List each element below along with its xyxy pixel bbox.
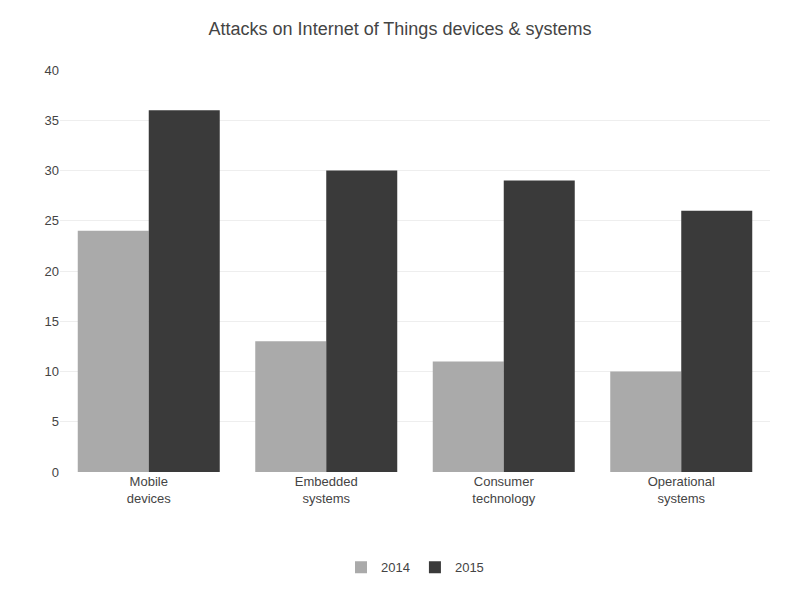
svg-text:Mobiledevices: Mobiledevices (127, 474, 172, 506)
svg-text:35: 35 (45, 113, 59, 128)
svg-text:40: 40 (45, 63, 59, 78)
svg-text:Attacks on Internet of Things: Attacks on Internet of Things devices & … (209, 19, 592, 39)
svg-text:Embeddedsystems: Embeddedsystems (295, 474, 358, 506)
svg-text:Consumertechnology: Consumertechnology (472, 474, 535, 506)
svg-text:15: 15 (45, 314, 59, 329)
svg-text:5: 5 (52, 414, 59, 429)
svg-text:2014: 2014 (381, 560, 410, 575)
svg-text:30: 30 (45, 163, 59, 178)
svg-text:10: 10 (45, 364, 59, 379)
svg-text:20: 20 (45, 264, 59, 279)
svg-text:Operationalsystems: Operationalsystems (648, 474, 715, 506)
svg-text:0: 0 (52, 465, 59, 480)
svg-text:2015: 2015 (455, 560, 484, 575)
svg-text:25: 25 (45, 213, 59, 228)
